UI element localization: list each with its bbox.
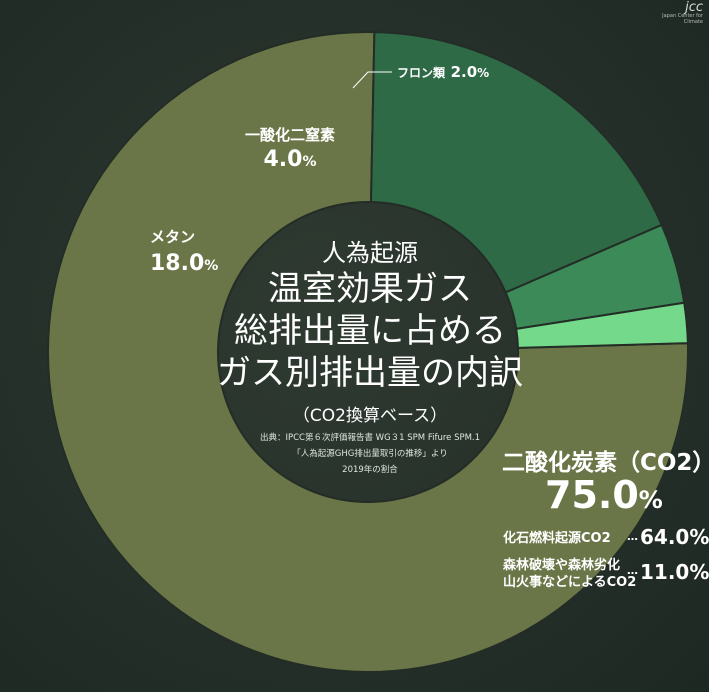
title-line-2: 総排出量に占める [234,311,506,351]
donut-slice-methane [369,31,663,294]
donut-slice-freon [515,301,689,349]
label-co2-unit: % [638,486,663,514]
breakdown-forest-dots: … [627,564,638,577]
breakdown-fossil-dots: … [627,530,638,543]
donut-slice-co2 [47,31,689,673]
breakdown-forest-name-1: 森林破壊や森林劣化 [503,558,621,573]
label-co2-percent: 75.0% [545,473,663,517]
label-freon-value: 2.0 [450,63,478,81]
label-methane-value: 18.0 [150,251,205,276]
breakdown-forest-value: 11.0% [640,560,709,584]
label-freon-name: フロン類 [397,66,446,80]
breakdown-fossil-name: 化石燃料起源CO2 [503,531,611,546]
brand-logo: jcc Japan Center for Climate [662,0,703,25]
breakdown-fossil-value: 64.0% [640,525,709,549]
freon-leader-line [352,71,392,89]
label-n2o-value: 4.0 [263,147,303,172]
title-line-3: ガス別排出量の内訳 [217,353,523,393]
label-co2-value: 75.0 [545,473,639,517]
label-n2o-unit: % [302,154,317,170]
source-line-2: 「人為起源GHG排出量取引の推移」より [292,449,448,459]
label-methane: メタン 18.0% [150,226,218,276]
title-line-1: 温室効果ガス [268,269,472,309]
source-line-1: 出典：IPCC第６次評価報告書 WG３1 SPM Fifure SPM.1 [259,433,481,443]
breakdown-forest-name-2: 山火事などによるCO2 [503,575,637,590]
label-methane-name: メタン [150,228,196,246]
center-title-block: 人為起源 温室効果ガス 総排出量に占める ガス別排出量の内訳 （CO2換算ベース… [200,238,540,476]
title-prefix: 人為起源 [322,239,418,267]
label-n2o: 一酸化二窒素 4.0% [245,124,335,172]
basis-note: （CO2換算ベース） [292,406,448,426]
label-co2-name: 二酸化炭素（CO2） [502,450,709,476]
label-freon: フロン類 2.0% [397,62,489,81]
label-n2o-name: 一酸化二窒素 [245,126,336,144]
label-methane-unit: % [204,258,219,274]
label-freon-unit: % [477,66,490,80]
source-line-3: 2019年の割合 [342,465,398,475]
